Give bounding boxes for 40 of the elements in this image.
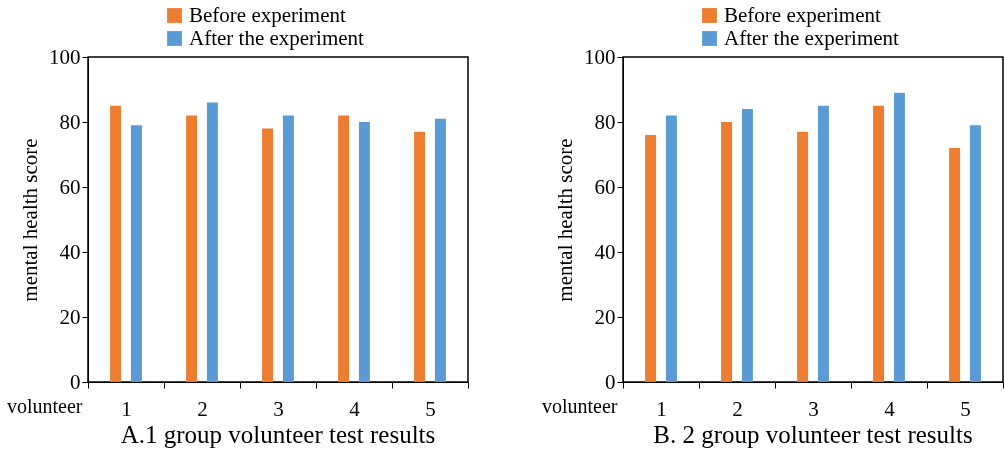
x-axis-title: volunteer	[6, 394, 83, 417]
x-tick-label: 4	[349, 396, 361, 421]
x-tick-label: 5	[425, 396, 436, 421]
x-tick-label: 5	[960, 396, 971, 421]
bar	[206, 102, 218, 382]
y-tick-label: 60	[594, 174, 616, 199]
y-tick-label: 60	[59, 174, 81, 199]
text: B. 2 group volunteer test results	[653, 421, 973, 448]
bar	[186, 115, 198, 382]
y-tick-label: 0	[70, 369, 81, 394]
y-tick-label: 20	[594, 304, 616, 329]
bar	[434, 118, 446, 382]
x-tick-label: 1	[121, 396, 132, 421]
y-axis-title: mental health score	[18, 138, 42, 302]
legend-label: Before experiment	[724, 2, 882, 27]
x-tick-label: 3	[273, 396, 284, 421]
y-tick-label: 20	[59, 304, 81, 329]
x-axis-title: volunteer	[541, 394, 618, 417]
bar	[338, 115, 350, 382]
bar	[130, 125, 142, 382]
x-tick-label: 1	[656, 396, 667, 421]
text: A.1 group volunteer test results	[120, 421, 436, 448]
y-tick-label: 100	[584, 44, 616, 69]
x-tick-label: 2	[197, 396, 208, 421]
y-tick-label: 80	[59, 109, 81, 134]
bar	[110, 105, 122, 382]
y-tick-label: 100	[49, 44, 81, 69]
x-tick-label: 3	[808, 396, 819, 421]
y-axis-title: mental health score	[553, 138, 577, 302]
x-tick-label: 4	[884, 396, 896, 421]
y-tick-label: 0	[605, 369, 616, 394]
y-tick-label: 40	[59, 239, 81, 264]
bar	[262, 128, 274, 382]
y-tick-label: 40	[594, 239, 616, 264]
bar	[414, 131, 426, 382]
bar	[358, 122, 370, 382]
legend-label: Before experiment	[189, 2, 347, 27]
bar	[282, 115, 294, 382]
x-tick-label: 2	[732, 396, 743, 421]
y-tick-label: 80	[594, 109, 616, 134]
